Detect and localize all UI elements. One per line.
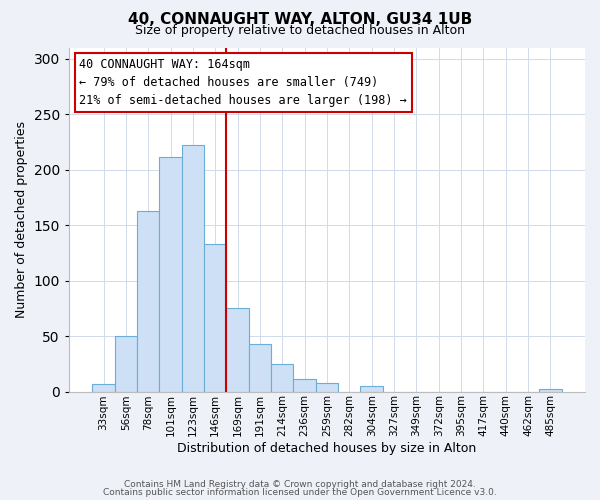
Bar (137, 210, 160, 392)
Bar (182, 145, 204, 392)
Bar (293, 380, 316, 392)
Bar (539, 390, 562, 392)
Bar (204, 244, 226, 392)
Text: 40, CONNAUGHT WAY, ALTON, GU34 1UB: 40, CONNAUGHT WAY, ALTON, GU34 1UB (128, 12, 472, 28)
Text: Size of property relative to detached houses in Alton: Size of property relative to detached ho… (135, 24, 465, 37)
Bar (226, 308, 249, 392)
Text: Contains public sector information licensed under the Open Government Licence v3: Contains public sector information licen… (103, 488, 497, 497)
Bar (92, 384, 115, 392)
Bar (361, 386, 383, 392)
X-axis label: Distribution of detached houses by size in Alton: Distribution of detached houses by size … (178, 442, 476, 455)
Text: Contains HM Land Registry data © Crown copyright and database right 2024.: Contains HM Land Registry data © Crown c… (124, 480, 476, 489)
Y-axis label: Number of detached properties: Number of detached properties (15, 121, 28, 318)
Bar (115, 336, 137, 392)
Text: 40 CONNAUGHT WAY: 164sqm
← 79% of detached houses are smaller (749)
21% of semi-: 40 CONNAUGHT WAY: 164sqm ← 79% of detach… (79, 58, 407, 107)
Bar (316, 382, 338, 392)
Bar (249, 344, 271, 392)
Bar (271, 364, 293, 392)
Bar (160, 158, 182, 392)
